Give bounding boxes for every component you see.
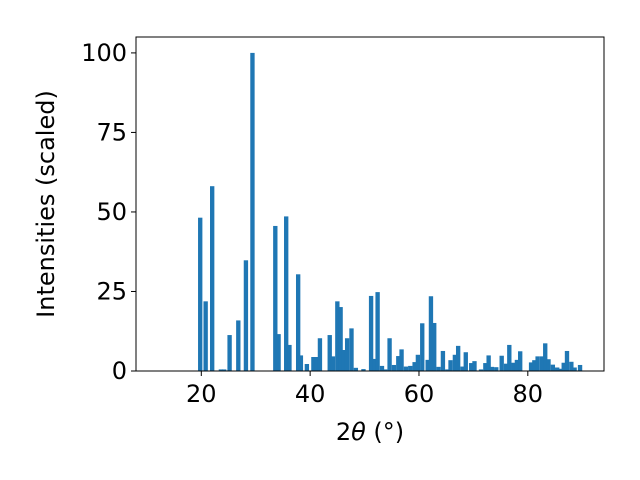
x-axis-label-prefix: 2 [336,418,351,446]
bar [314,357,319,371]
bar [514,359,520,371]
bar [317,338,323,371]
bar [218,369,224,371]
bar [311,357,316,371]
bar [436,366,441,371]
bar [445,369,450,371]
bar [469,363,474,371]
bar [555,367,560,371]
bar [511,362,516,371]
y-tick-label: 0 [112,357,127,385]
bar [420,323,425,371]
bar [572,367,577,371]
bar [298,355,304,371]
bar [577,364,583,371]
bar [455,345,461,371]
bar [539,356,545,371]
bar [543,343,548,371]
bar [361,369,366,371]
x-tick-label: 80 [513,380,544,408]
bar [198,217,203,371]
bar [276,334,281,371]
bar [564,350,570,371]
bar [561,362,566,371]
bar [338,307,343,371]
bar [383,369,388,371]
y-tick-label: 25 [96,277,127,305]
bar [532,360,537,371]
y-axis-ticks: 0 25 50 75 100 [81,39,136,385]
y-tick-label: 75 [96,118,127,146]
bar [448,360,453,371]
bar [353,367,359,371]
bar [432,322,437,371]
bar [379,365,385,371]
bar [412,362,417,371]
bar [335,301,340,371]
bar [558,368,563,371]
bar [304,364,310,371]
bar [428,296,434,371]
bar [250,52,255,372]
bar [273,225,278,371]
y-axis-label: Intensities (scaled) [32,90,60,318]
bar [210,186,215,371]
y-tick-label: 100 [81,39,127,67]
bar [243,260,249,371]
bar [494,367,499,371]
bar [396,356,401,371]
bar [486,355,491,371]
bar [507,344,512,371]
bar [387,338,392,371]
bar [341,350,347,371]
bar [227,335,232,371]
bar [391,364,397,371]
bar [327,335,332,371]
bar [295,274,301,371]
bar [518,351,523,371]
bar [415,354,421,371]
bar [408,365,413,371]
bar [535,356,540,371]
bar [478,369,484,371]
bar-series [198,52,583,372]
x-axis-label: 2θ (°) [336,418,404,446]
bar [460,366,465,371]
bar [499,355,504,371]
bar [375,292,380,371]
bar [203,301,208,371]
bar [503,363,509,371]
x-tick-label: 60 [404,380,435,408]
bar [349,328,354,371]
bar [463,352,468,371]
bar [372,358,377,371]
bar [221,369,227,371]
bar [483,363,488,371]
x-axis-ticks: 20 40 60 80 [186,371,543,408]
bar [368,295,374,371]
bar [528,362,534,371]
bar [440,350,446,371]
bar [287,344,292,371]
x-tick-label: 20 [186,380,217,408]
y-tick-label: 50 [96,198,127,226]
bar [284,216,289,371]
bar [236,320,241,371]
x-tick-label: 40 [295,380,326,408]
bar [472,361,477,371]
bar [550,364,556,371]
plot-frame [135,36,605,372]
bar [569,361,574,371]
bar [399,349,404,371]
bar [403,366,409,371]
bar [452,354,458,371]
bar [330,356,336,371]
bar [489,366,495,371]
bar [546,359,551,371]
x-axis-label-suffix: (°) [366,418,404,446]
x-axis-label-symbol: θ [351,418,366,446]
bar [344,338,350,371]
bar [425,359,430,371]
